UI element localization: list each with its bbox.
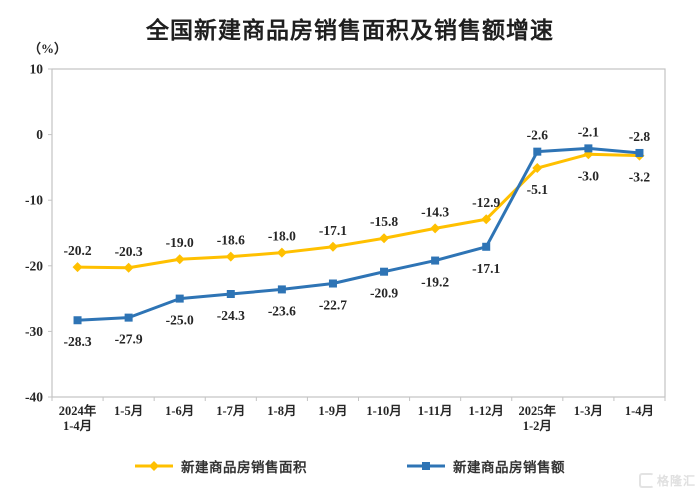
sales-amount-data-label: -20.9: [370, 286, 398, 301]
sales-amount-marker-icon: [328, 279, 337, 288]
x-category-label: 1-12月: [468, 404, 503, 418]
sales-area-data-label: -18.0: [268, 229, 296, 244]
sales-area-marker-icon: [327, 241, 338, 252]
x-category-label: 1-8月: [267, 404, 296, 418]
line-chart-plot: 10 0 -10 -20 -30 -40 2024年 1-4月 1-5月 1-6月 1-7月 1-8月…: [25, 62, 666, 433]
y-axis-tick-label: -10: [25, 193, 43, 208]
y-axis-unit-label: （%）: [28, 41, 68, 56]
sales-area-data-label: -14.3: [421, 204, 449, 219]
sales-area-marker-icon: [174, 254, 185, 265]
legend-item-sales-area: 新建商品房销售面积: [135, 456, 307, 476]
legend-label-sales-area: 新建商品房销售面积: [181, 460, 307, 475]
sales-area-marker-icon: [532, 163, 543, 174]
x-category-label: 1-10月: [366, 404, 401, 418]
sales-area-data-label: -20.3: [115, 244, 143, 259]
sales-area-marker-icon: [481, 214, 492, 225]
x-category-label: 1-6月: [165, 404, 194, 418]
sales-amount-data-label: -2.1: [578, 124, 600, 139]
x-category-label: 1-11月: [418, 404, 453, 418]
chart-legend: 新建商品房销售面积 新建商品房销售额: [0, 456, 700, 476]
sales-amount-marker-icon: [533, 147, 542, 156]
x-category-label: 2024年 1-4月: [59, 403, 97, 433]
sales-area-marker-icon: [123, 262, 134, 273]
sales-area-data-label: -20.2: [63, 243, 91, 258]
sales-amount-marker-icon: [431, 256, 440, 265]
chart-title: 全国新建商品房销售面积及销售额增速: [146, 17, 554, 43]
sales-area-data-label: -5.1: [527, 182, 549, 197]
sales-amount-marker-icon: [277, 285, 286, 294]
sales-amount-data-label: -23.6: [268, 303, 296, 318]
sales-area-marker-icon: [379, 233, 390, 244]
sales-amount-data-label: -19.2: [421, 275, 449, 290]
sales-amount-marker-icon: [124, 313, 133, 322]
sales-amount-marker-icon: [73, 316, 82, 325]
x-category-label: 2025年 1-2月: [519, 403, 557, 433]
sales-amount-marker-icon: [226, 290, 235, 299]
sales-amount-marker-icon: [635, 148, 644, 157]
legend-label-sales-amount: 新建商品房销售额: [453, 460, 565, 475]
y-axis-tick-label: -20: [25, 258, 43, 273]
sales-amount-marker-icon: [175, 294, 184, 303]
sales-amount-marker-icon: [380, 267, 389, 276]
sales-area-data-label: -17.1: [319, 223, 347, 238]
sales-amount-data-label: -17.1: [472, 261, 500, 276]
sales-area-data-label: -3.0: [578, 168, 600, 183]
sales-amount-data-label: -2.6: [527, 128, 549, 143]
watermark-logo: 格隆汇: [638, 472, 696, 489]
sales-amount-data-label: -25.0: [166, 313, 194, 328]
sales-amount-data-label: -28.3: [63, 334, 91, 349]
sales-amount-data-label: -27.9: [115, 332, 143, 347]
sales-area-marker-icon: [276, 247, 287, 258]
sales-area-marker-icon: [430, 223, 441, 234]
sales-area-data-label: -19.0: [166, 235, 194, 250]
sales-amount-data-label: -24.3: [217, 308, 245, 323]
sales-amount-data-label: -22.7: [319, 298, 347, 313]
sales-area-line: [77, 152, 640, 270]
sales-amount-legend-marker-icon: [407, 462, 445, 470]
sales-area-legend-marker-icon: [135, 461, 173, 471]
sales-amount-marker-icon: [482, 242, 491, 251]
x-category-label: 1-5月: [114, 404, 143, 418]
gelonghui-logo-icon: [638, 473, 654, 488]
y-axis-tick-label: 10: [30, 62, 44, 77]
sales-area-data-label: -3.2: [629, 170, 651, 185]
x-category-label: 1-9月: [318, 404, 347, 418]
x-category-label: 1-4月: [625, 404, 654, 418]
y-axis-tick-label: -40: [25, 390, 43, 405]
y-axis-tick-label: -30: [25, 324, 43, 339]
watermark-text: 格隆汇: [656, 474, 696, 488]
x-category-label: 1-7月: [216, 404, 245, 418]
sales-area-marker-icon: [225, 251, 236, 262]
sales-area-marker-icon: [72, 262, 83, 273]
legend-item-sales-amount: 新建商品房销售额: [407, 456, 565, 476]
sales-area-data-label: -12.9: [472, 195, 500, 210]
sales-amount-marker-icon: [584, 144, 593, 153]
sales-area-data-label: -18.6: [217, 233, 245, 248]
sales-amount-data-label: -2.8: [629, 129, 651, 144]
y-axis-tick-label: 0: [36, 127, 43, 142]
plot-border: [51, 68, 666, 398]
sales-amount-line: [77, 146, 640, 322]
x-category-label: 1-3月: [574, 404, 603, 418]
sales-area-data-label: -15.8: [370, 214, 398, 229]
